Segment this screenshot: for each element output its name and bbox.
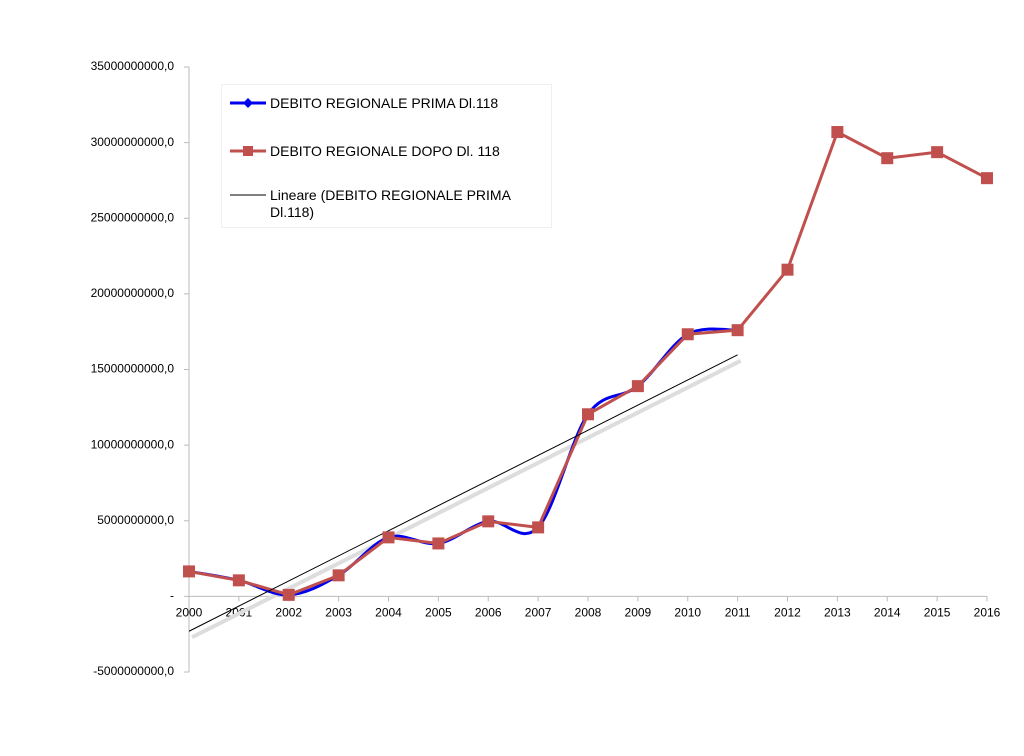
x-tick-label: 2009: [625, 606, 652, 620]
point: [432, 537, 445, 550]
legend-swatch: [230, 146, 266, 156]
legend: DEBITO REGIONALE PRIMA Dl.118 DEBITO REG…: [221, 84, 552, 228]
point: [232, 574, 245, 587]
x-tick-label: 2004: [375, 606, 402, 620]
point: [582, 408, 594, 421]
legend-label: DEBITO REGIONALE DOPO Dl. 118: [270, 143, 500, 159]
trendline: [188, 354, 738, 632]
point: [981, 172, 993, 185]
x-tick-label: 2005: [425, 606, 452, 620]
legend-item: Lineare (DEBITO REGIONALE PRIMA Dl.118): [230, 187, 550, 221]
x-tick-label: 2002: [275, 606, 302, 620]
point: [881, 152, 894, 165]
y-tick-label: 20000000000,0: [91, 286, 175, 300]
legend-item: DEBITO REGIONALE DOPO Dl. 118: [230, 143, 550, 160]
point: [631, 380, 644, 393]
point: [332, 569, 345, 582]
y-tick-label: 30000000000,0: [91, 135, 175, 149]
y-tick-label: 25000000000,0: [91, 210, 175, 224]
x-tick-label: 2016: [974, 606, 1001, 620]
point: [282, 588, 295, 601]
legend-label: Lineare (DEBITO REGIONALE PRIMA Dl.118): [270, 187, 511, 220]
point: [931, 146, 944, 159]
x-tick-label: 2003: [325, 606, 352, 620]
y-tick-label: 5000000000,0: [97, 513, 174, 527]
y-tick-label: 10000000000,0: [91, 437, 175, 451]
point: [781, 263, 794, 276]
x-tick-label: 2007: [525, 606, 552, 620]
point: [183, 565, 195, 578]
x-tick-label: 2014: [874, 606, 901, 620]
y-tick-label: 15000000000,0: [91, 362, 175, 376]
x-tick-label: 2006: [475, 606, 502, 620]
legend-item: DEBITO REGIONALE PRIMA Dl.118: [230, 95, 550, 112]
point: [831, 126, 844, 139]
x-tick-label: 2012: [774, 606, 801, 620]
point: [731, 324, 744, 337]
point: [382, 531, 395, 544]
x-tick-label: 2011: [725, 606, 751, 620]
point: [681, 328, 694, 341]
y-tick-label: -: [170, 589, 174, 603]
x-tick-label: 2000: [176, 606, 203, 620]
y-tick-label: 35000000000,0: [91, 59, 175, 73]
legend-swatch: [230, 194, 266, 196]
x-tick-label: 2008: [575, 606, 602, 620]
point: [482, 515, 495, 528]
legend-label: DEBITO REGIONALE PRIMA Dl.118: [270, 95, 499, 111]
y-tick-label: -5000000000,0: [93, 664, 174, 678]
point: [532, 521, 545, 534]
legend-swatch: [230, 98, 266, 108]
x-tick-label: 2010: [674, 606, 701, 620]
x-tick-label: 2013: [824, 606, 851, 620]
x-tick-label: 2015: [924, 606, 951, 620]
trendline-shadow: [191, 359, 742, 640]
